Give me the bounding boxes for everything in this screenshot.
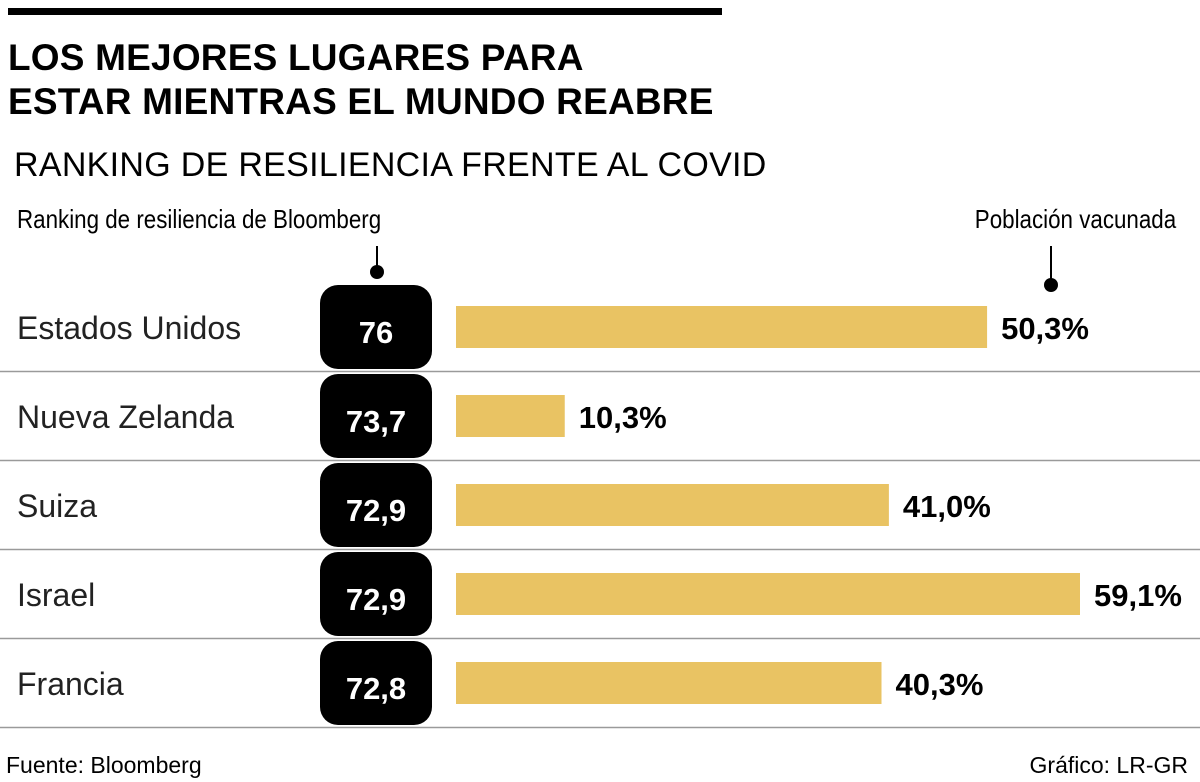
chart-title: LOS MEJORES LUGARES PARA ESTAR MIENTRAS … xyxy=(8,36,714,124)
country-label-suiza: Suiza xyxy=(17,488,97,524)
rank-value-suiza: 72,9 xyxy=(346,493,406,528)
ranking-pointer-dot xyxy=(370,265,384,279)
rank-value-israel: 72,9 xyxy=(346,582,406,617)
ranking-pointer-stem xyxy=(376,246,378,270)
vaccination-bar-francia xyxy=(456,662,882,704)
vaccination-bar-suiza xyxy=(456,484,889,526)
vaccination-value-suiza: 41,0% xyxy=(903,489,991,524)
vaccination-bar-nueva-zelanda xyxy=(456,395,565,437)
rank-value-estados-unidos: 76 xyxy=(359,315,393,350)
country-label-israel: Israel xyxy=(17,577,95,613)
legend-vaccinated-population: Población vacunada xyxy=(974,204,1176,234)
rank-badge-francia xyxy=(320,641,432,725)
rank-badge-suiza xyxy=(320,463,432,547)
country-label-nueva-zelanda: Nueva Zelanda xyxy=(17,399,234,435)
chart-subtitle: RANKING DE RESILIENCIA FRENTE AL COVID xyxy=(14,146,767,184)
title-line-1: LOS MEJORES LUGARES PARA xyxy=(8,37,584,78)
rank-badge-estados-unidos xyxy=(320,285,432,369)
vaccination-value-francia: 40,3% xyxy=(896,667,984,702)
rank-badge-israel xyxy=(320,552,432,636)
country-label-francia: Francia xyxy=(17,666,124,702)
country-label-estados-unidos: Estados Unidos xyxy=(17,310,241,346)
vaccination-pointer-stem xyxy=(1050,246,1052,282)
rank-value-francia: 72,8 xyxy=(346,671,406,706)
vaccination-bar-israel xyxy=(456,573,1080,615)
vaccination-value-estados-unidos: 50,3% xyxy=(1001,311,1089,346)
vaccination-value-israel: 59,1% xyxy=(1094,578,1182,613)
graphic-credit: Gráfico: LR-GR xyxy=(1029,752,1188,778)
legend-resilience-ranking: Ranking de resiliencia de Bloomberg xyxy=(17,204,382,234)
vaccination-bar-estados-unidos xyxy=(456,306,988,348)
rank-badge-nueva-zelanda xyxy=(320,374,432,458)
vaccination-value-nueva-zelanda: 10,3% xyxy=(579,400,667,435)
vaccination-pointer-dot xyxy=(1044,278,1058,292)
title-line-2: ESTAR MIENTRAS EL MUNDO REABRE xyxy=(8,81,714,122)
top-rule xyxy=(8,8,722,15)
source-note: Fuente: Bloomberg xyxy=(6,752,202,778)
rank-value-nueva-zelanda: 73,7 xyxy=(346,404,406,439)
